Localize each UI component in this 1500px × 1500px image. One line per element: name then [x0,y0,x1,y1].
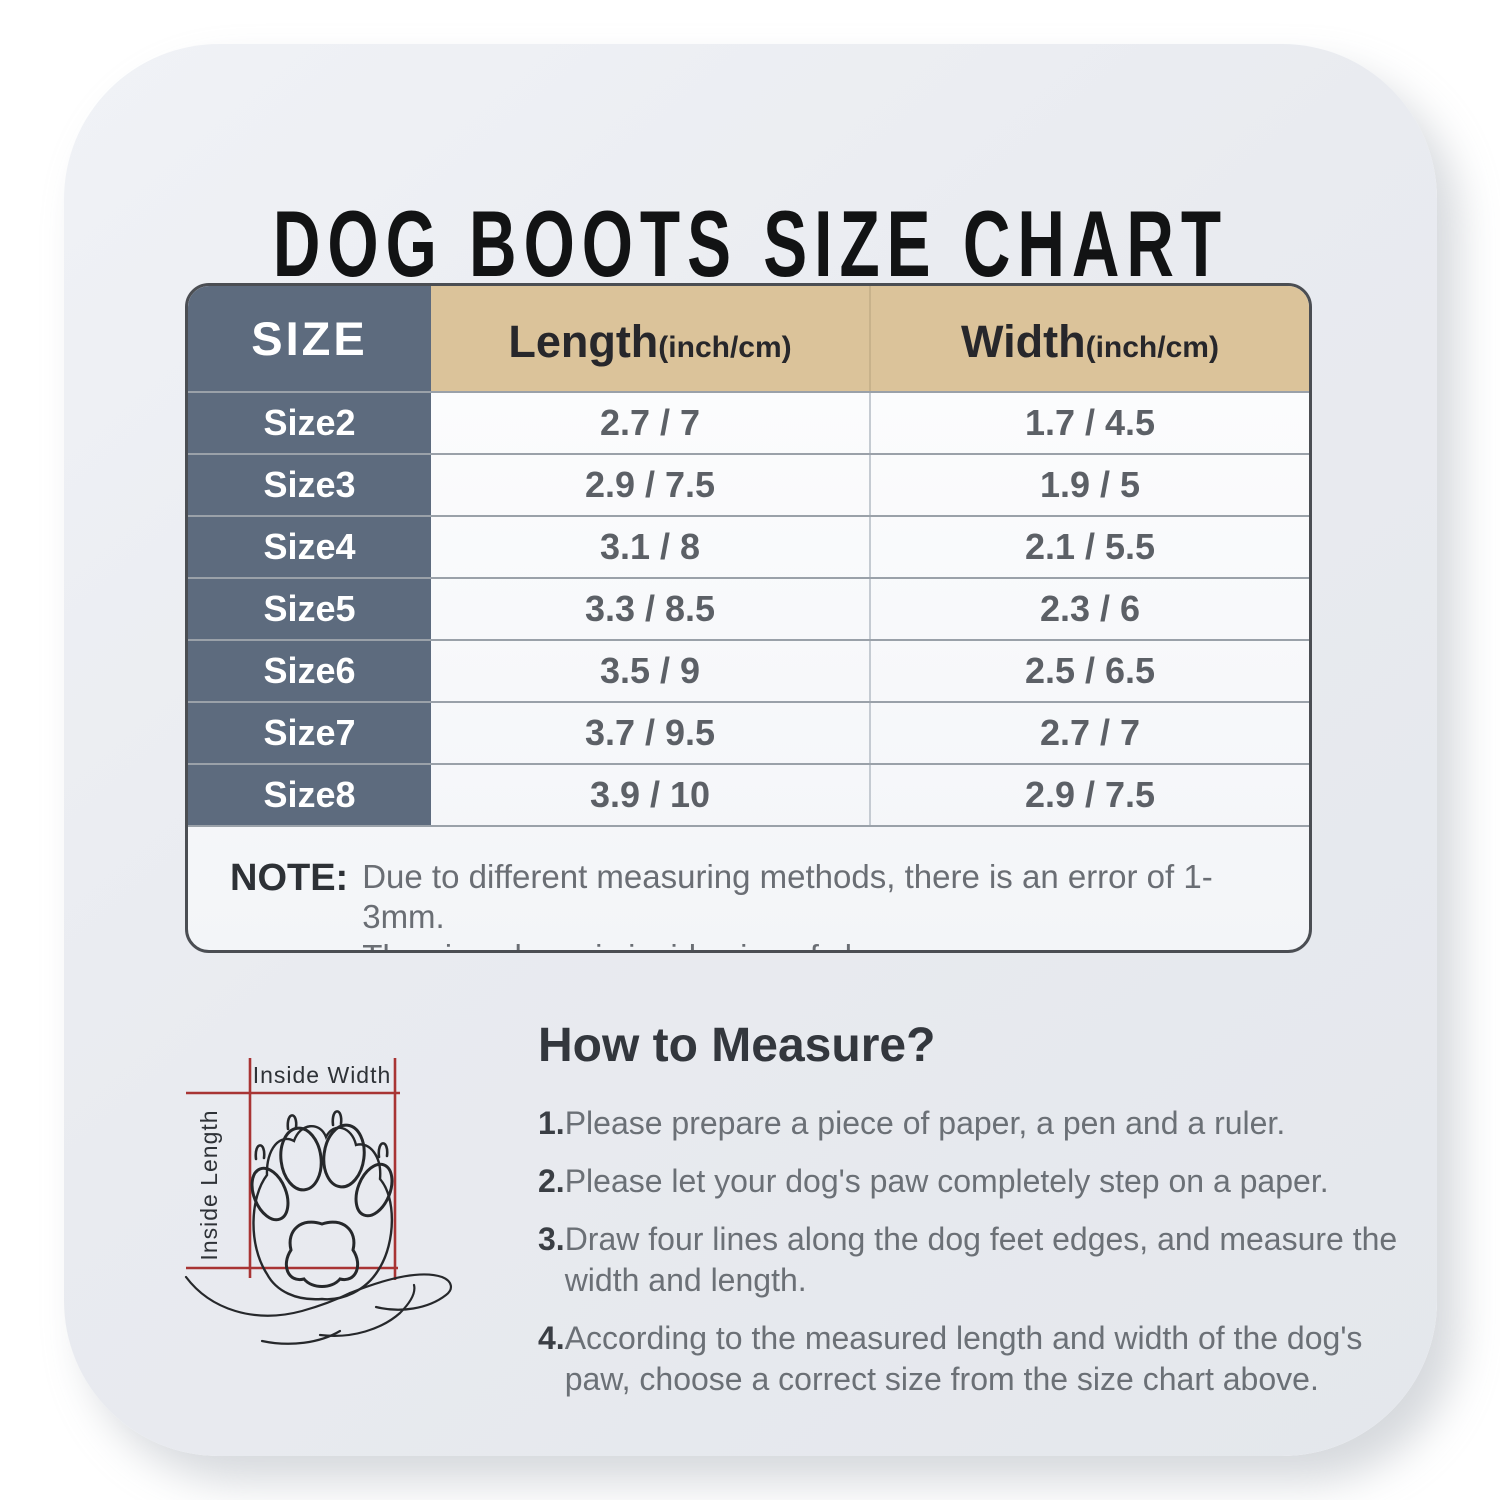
length-value: 3.3 / 8.5 [584,588,716,629]
header-length-label: Length [508,316,659,367]
table-row: Size5 3.3 / 8.5 2.3 / 6 [188,577,1309,639]
size-label: Size5 [188,579,431,639]
paw-icon: Inside Width Inside Length [184,1058,452,1345]
measure-step: 1. Please prepare a piece of paper, a pe… [538,1103,1398,1144]
step-number: 2. [538,1163,565,1199]
step-text: According to the measured length and wid… [564,1320,1363,1397]
width-value: 2.3 / 6 [869,579,1309,639]
size-label: Size2 [188,393,431,453]
size-label: Size3 [188,455,431,515]
measure-step: 3. Draw four lines along the dog feet ed… [538,1219,1398,1301]
size-chart-table: SIZE Length (inch/cm) Width (inch/cm) Size… [185,283,1312,953]
length-value: 2.9 / 7.5 [584,464,716,505]
header-width-unit: (inch/cm) [1085,331,1219,364]
step-text: Please prepare a piece of paper, a pen a… [564,1105,1286,1141]
table-note: NOTE: Due to different measuring methods… [188,825,1309,950]
page-title: DOG BOOTS SIZE CHART [272,191,1229,296]
size-label: Size8 [188,765,431,825]
infographic-card: DOG BOOTS SIZE CHART SIZE Length (inch/cm… [64,44,1437,1456]
table-row: Size8 3.9 / 10 2.9 / 7.5 [188,763,1309,825]
step-text: Draw four lines along the dog feet edges… [564,1221,1398,1298]
measure-step: 2. Please let your dog's paw completely … [538,1161,1398,1202]
paw-measurement-diagram: Inside Width Inside Length [170,1035,510,1383]
how-to-measure-section: How to Measure? 1. Please prepare a piec… [538,1018,1398,1417]
length-value: 3.7 / 9.5 [584,712,716,753]
width-value: 1.7 / 4.5 [869,393,1309,453]
width-value: 2.1 / 5.5 [869,517,1309,577]
how-to-measure-heading: How to Measure? [538,1019,936,1072]
paw-outline [184,1110,452,1345]
header-length-unit: (inch/cm) [658,331,792,364]
width-value: 2.7 / 7 [869,703,1309,763]
width-value: 2.5 / 6.5 [869,641,1309,701]
table-row: Size7 3.7 / 9.5 2.7 / 7 [188,701,1309,763]
width-value: 1.9 / 5 [869,455,1309,515]
header-cell-size: SIZE [188,286,431,391]
width-value: 2.9 / 7.5 [869,765,1309,825]
header-width-label: Width [961,316,1086,367]
length-value: 2.7 / 7 [599,402,701,443]
length-value: 3.5 / 9 [599,650,701,691]
inside-width-label: Inside Width [253,1062,392,1088]
step-number: 1. [538,1105,565,1141]
table-header-row: SIZE Length (inch/cm) Width (inch/cm) [188,286,1309,391]
note-text: Due to different measuring methods, ther… [362,857,1279,950]
table-row: Size6 3.5 / 9 2.5 / 6.5 [188,639,1309,701]
note-line-1: Due to different measuring methods, ther… [362,858,1213,935]
size-label: Size7 [188,703,431,763]
size-label: Size6 [188,641,431,701]
length-value: 3.9 / 10 [589,774,711,815]
header-cell-width: Width (inch/cm) [869,286,1309,391]
note-label: NOTE: [230,857,349,899]
inside-length-label: Inside Length [196,1109,222,1260]
note-line-2: The size above is inside size of shoes. [362,937,1279,950]
step-number: 4. [538,1320,565,1356]
size-label: Size4 [188,517,431,577]
step-text: Please let your dog's paw completely ste… [564,1163,1329,1199]
length-value: 3.1 / 8 [599,526,701,567]
step-number: 3. [538,1221,565,1257]
table-row: Size3 2.9 / 7.5 1.9 / 5 [188,453,1309,515]
table-row: Size2 2.7 / 7 1.7 / 4.5 [188,391,1309,453]
table-row: Size4 3.1 / 8 2.1 / 5.5 [188,515,1309,577]
measure-lines [186,1058,400,1280]
measure-step: 4. According to the measured length and … [538,1318,1398,1400]
header-cell-length: Length (inch/cm) [431,286,869,391]
